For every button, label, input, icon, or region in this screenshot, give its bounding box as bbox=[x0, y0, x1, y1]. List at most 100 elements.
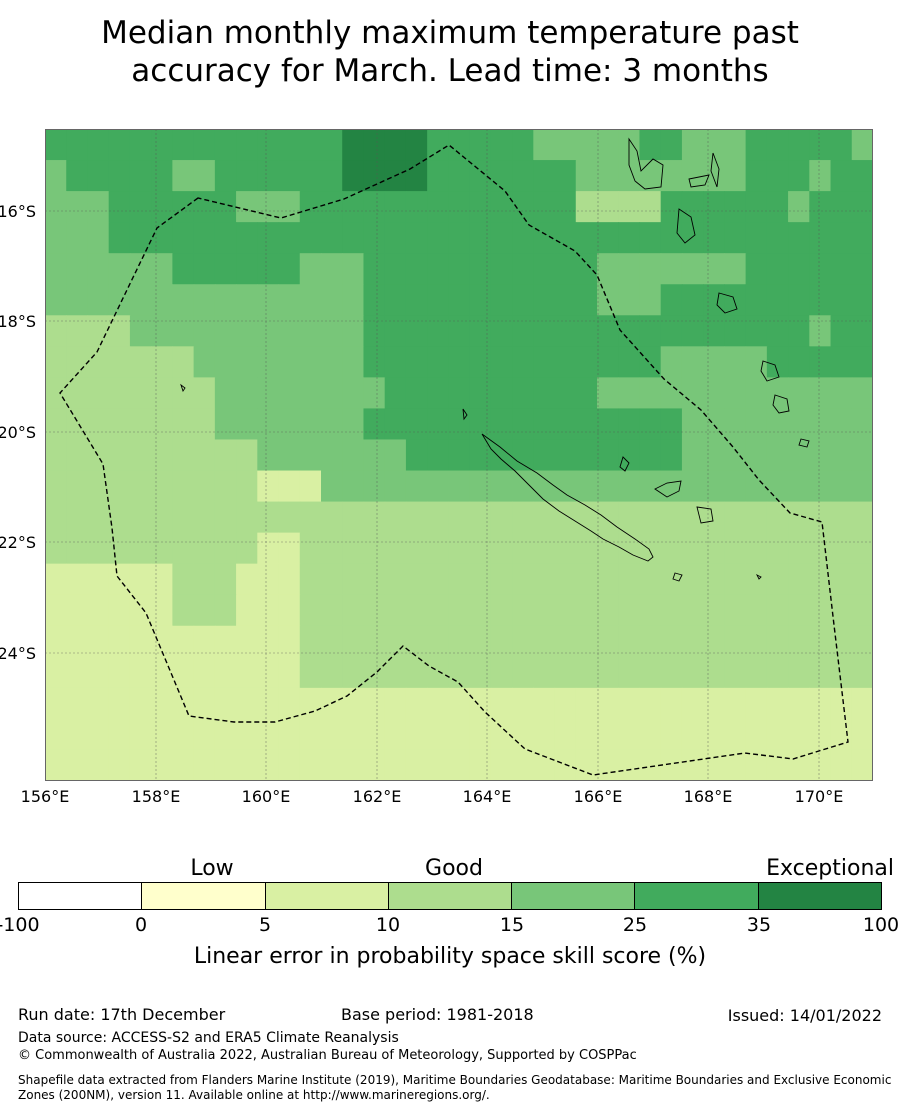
skill-cell bbox=[851, 470, 873, 503]
skill-cell bbox=[469, 470, 492, 503]
skill-cell bbox=[830, 439, 853, 472]
skill-cell bbox=[575, 687, 598, 720]
skill-cell bbox=[87, 687, 110, 720]
skill-cell bbox=[214, 594, 237, 627]
skill-cell bbox=[363, 408, 386, 441]
skill-cell bbox=[172, 253, 195, 285]
skill-cell bbox=[660, 470, 683, 503]
skill-cell bbox=[45, 129, 67, 161]
skill-cell bbox=[533, 718, 556, 751]
skill-cell bbox=[151, 687, 173, 720]
skill-cell bbox=[851, 656, 873, 689]
skill-cell bbox=[554, 656, 577, 689]
skill-cell bbox=[108, 501, 131, 534]
skill-cell bbox=[193, 749, 216, 781]
skill-cell bbox=[745, 377, 768, 410]
skill-cell bbox=[278, 346, 301, 378]
skill-cell bbox=[427, 346, 449, 378]
skill-cell bbox=[660, 222, 683, 254]
skill-cell bbox=[299, 439, 322, 472]
skill-cell bbox=[129, 749, 152, 781]
skill-cell bbox=[321, 191, 343, 223]
skill-cell bbox=[342, 129, 365, 161]
skill-cell bbox=[681, 532, 704, 565]
skill-cell bbox=[236, 470, 258, 503]
skill-cell bbox=[129, 284, 152, 316]
skill-cell bbox=[342, 563, 365, 596]
skill-cell bbox=[108, 346, 131, 378]
skill-cell bbox=[830, 408, 853, 441]
skill-cell bbox=[66, 160, 89, 192]
skill-cell bbox=[45, 470, 67, 503]
skill-cell bbox=[660, 718, 683, 751]
skill-cell bbox=[703, 346, 725, 378]
skill-cell bbox=[257, 191, 280, 223]
skill-cell bbox=[236, 532, 258, 565]
skill-cell bbox=[278, 222, 301, 254]
vanuatu-pentecost bbox=[710, 152, 720, 188]
skill-cell bbox=[108, 718, 131, 751]
skill-cell bbox=[554, 687, 577, 720]
skill-cell bbox=[724, 718, 747, 751]
vanuatu-efate bbox=[716, 292, 738, 314]
vanuatu-aneityum bbox=[798, 438, 810, 448]
skill-cell bbox=[448, 222, 471, 254]
skill-cell bbox=[299, 346, 322, 378]
skill-cell bbox=[278, 191, 301, 223]
skill-cell bbox=[851, 501, 873, 534]
skill-cell bbox=[724, 253, 747, 285]
skill-cell bbox=[236, 377, 258, 410]
skill-cell bbox=[554, 129, 577, 161]
skill-cell bbox=[575, 439, 598, 472]
skill-cell bbox=[618, 563, 641, 596]
skill-cell bbox=[66, 129, 89, 161]
skill-cell bbox=[851, 687, 873, 720]
colorbar-segment bbox=[758, 883, 881, 909]
skill-cell bbox=[405, 625, 428, 658]
skill-cell bbox=[45, 532, 67, 565]
skill-cell bbox=[618, 315, 641, 347]
skill-cell bbox=[172, 222, 195, 254]
skill-cell bbox=[363, 315, 386, 347]
skill-cell bbox=[745, 408, 768, 441]
skill-cell bbox=[575, 377, 598, 410]
skill-cell bbox=[172, 749, 195, 781]
skill-cell bbox=[788, 160, 810, 192]
skill-cell bbox=[469, 222, 492, 254]
skill-cell bbox=[405, 408, 428, 441]
skill-cell bbox=[108, 687, 131, 720]
skill-cell bbox=[405, 718, 428, 751]
skill-cell bbox=[427, 532, 449, 565]
skill-cell bbox=[342, 501, 365, 534]
skill-cell bbox=[469, 501, 492, 534]
skill-cell bbox=[427, 315, 449, 347]
skill-cell bbox=[618, 718, 641, 751]
skill-cell bbox=[512, 532, 534, 565]
skill-cell bbox=[788, 501, 810, 534]
skill-cell bbox=[639, 749, 662, 781]
skill-cell bbox=[236, 129, 258, 161]
skill-cell bbox=[257, 625, 280, 658]
skill-cell bbox=[45, 408, 67, 441]
colorbar-tick: 35 bbox=[746, 914, 772, 936]
skill-cell bbox=[788, 470, 810, 503]
skill-cell bbox=[618, 749, 641, 781]
skill-cell bbox=[151, 563, 173, 596]
skill-cell bbox=[87, 563, 110, 596]
skill-cell bbox=[236, 191, 258, 223]
skill-cell bbox=[554, 718, 577, 751]
skill-cell bbox=[214, 408, 237, 441]
skill-cell bbox=[766, 687, 789, 720]
skill-cell bbox=[490, 191, 513, 223]
skill-cell bbox=[384, 501, 407, 534]
skill-cell bbox=[87, 315, 110, 347]
skill-cell bbox=[405, 749, 428, 781]
colorbar-segment bbox=[19, 883, 143, 909]
skill-cell bbox=[45, 718, 67, 751]
skill-cell bbox=[660, 346, 683, 378]
skill-cell bbox=[512, 718, 534, 751]
skill-cell bbox=[490, 501, 513, 534]
skill-cell bbox=[108, 625, 131, 658]
skill-cell bbox=[597, 656, 619, 689]
skill-cell bbox=[257, 470, 280, 503]
